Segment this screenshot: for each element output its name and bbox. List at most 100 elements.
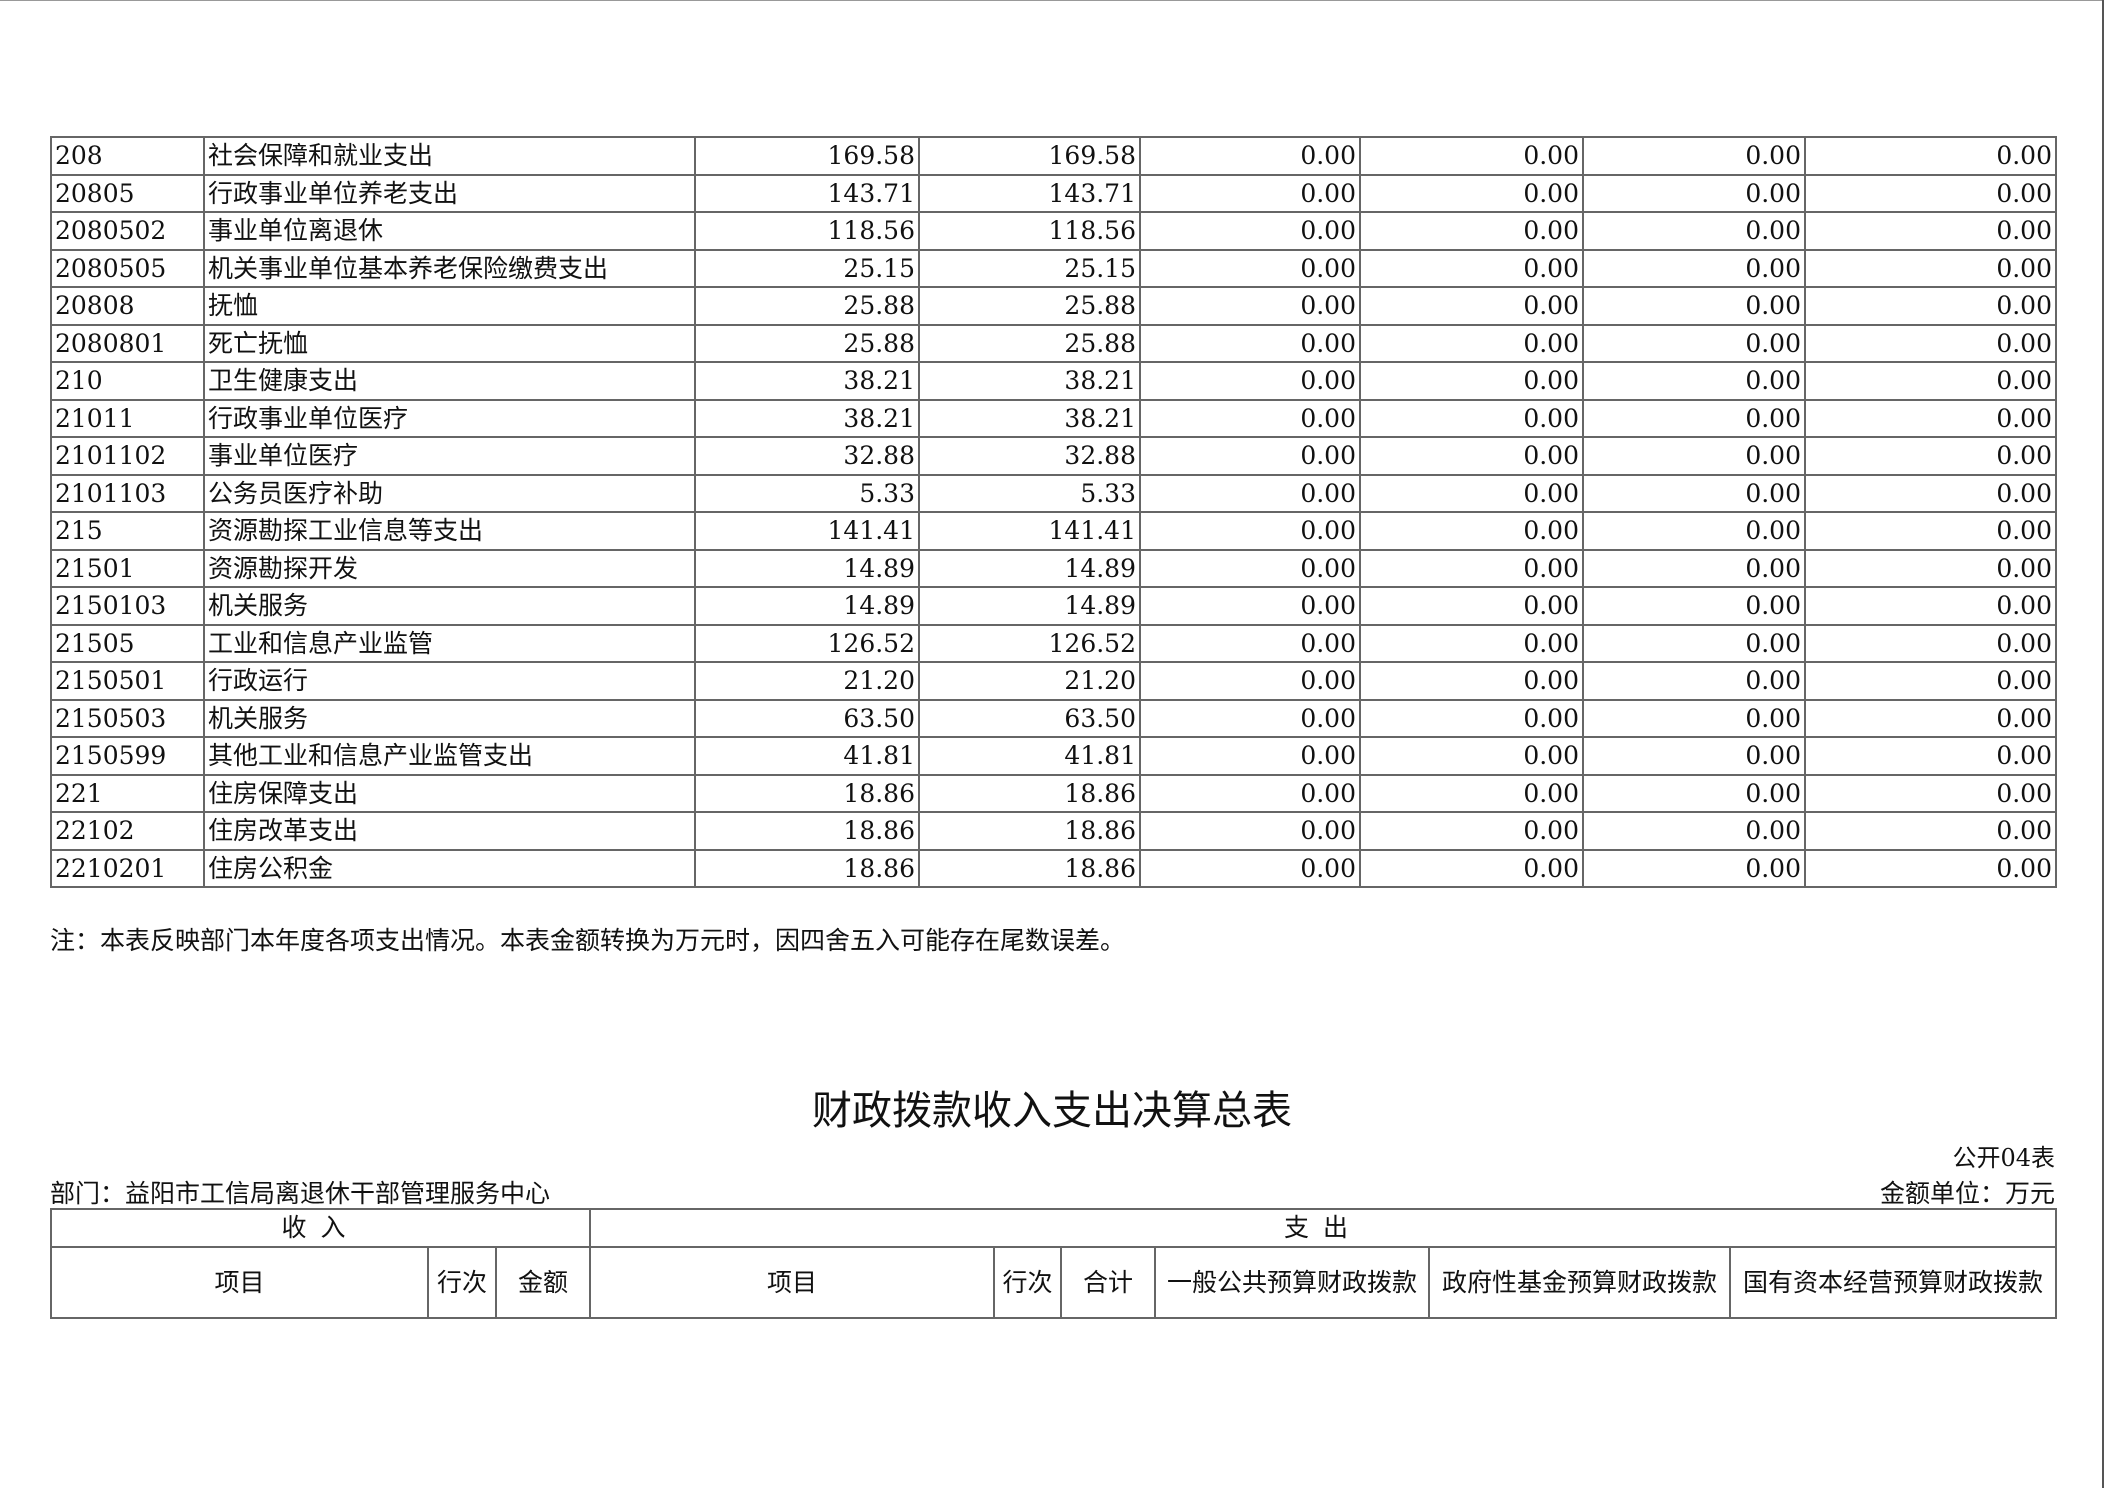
cell-total: 141.41 <box>694 511 920 551</box>
cell-transfer: 0.00 <box>1582 286 1806 326</box>
cell-project: 0.00 <box>1139 436 1361 476</box>
cell-transfer: 0.00 <box>1582 773 1806 813</box>
cell-item: 行政事业单位养老支出 <box>203 173 696 213</box>
table-row: 221 住房保障支出 18.86 18.86 0.00 0.00 0.00 0.00 <box>50 773 2057 813</box>
fiscal-summary-table: 收入 支出 项目 行次 金额 项目 行次 合计 一般公共预算财政拨款 政府性基金… <box>49 1208 2058 1319</box>
cell-basic: 14.89 <box>918 548 1141 588</box>
cell-item: 行政事业单位医疗 <box>203 398 696 438</box>
expenditure-detail-table: 208 社会保障和就业支出 169.58 169.58 0.00 0.00 0.00 0.00… <box>50 136 2057 888</box>
cell-code: 22102 <box>50 811 205 851</box>
amount-unit-label: 金额单位：万元 <box>1879 1179 2055 1208</box>
cell-other: 0.00 <box>1804 548 2057 588</box>
cell-basic: 143.71 <box>918 173 1141 213</box>
cell-transfer: 0.00 <box>1582 548 1806 588</box>
col-expense-line: 行次 <box>993 1246 1063 1319</box>
cell-project: 0.00 <box>1139 173 1361 213</box>
cell-other: 0.00 <box>1804 323 2057 363</box>
cell-project: 0.00 <box>1139 136 1361 176</box>
cell-basic: 25.88 <box>918 286 1141 326</box>
cell-transfer: 0.00 <box>1582 698 1806 738</box>
cell-transfer: 0.00 <box>1582 661 1806 701</box>
cell-other: 0.00 <box>1804 698 2057 738</box>
cell-transfer: 0.00 <box>1582 736 1806 776</box>
cell-other: 0.00 <box>1804 398 2057 438</box>
cell-other: 0.00 <box>1804 361 2057 401</box>
cell-transfer: 0.00 <box>1582 173 1806 213</box>
cell-transfer: 0.00 <box>1582 436 1806 476</box>
cell-other: 0.00 <box>1804 511 2057 551</box>
cell-other: 0.00 <box>1804 773 2057 813</box>
income-header: 收入 <box>49 1208 592 1248</box>
cell-project: 0.00 <box>1139 773 1361 813</box>
table-row: 2210201 住房公积金 18.86 18.86 0.00 0.00 0.00 0.00 <box>50 848 2057 888</box>
cell-project: 0.00 <box>1139 286 1361 326</box>
cell-public-business: 0.00 <box>1359 811 1584 851</box>
cell-transfer: 0.00 <box>1582 623 1806 663</box>
table-row: 21505 工业和信息产业监管 126.52 126.52 0.00 0.00 0.00 0.… <box>50 623 2057 663</box>
cell-item: 死亡抚恤 <box>203 323 696 363</box>
cell-code: 2150103 <box>50 586 205 626</box>
col-income-line: 行次 <box>427 1246 497 1319</box>
col-state-capital-budget: 国有资本经营预算财政拨款 <box>1729 1246 2058 1319</box>
cell-code: 21505 <box>50 623 205 663</box>
cell-public-business: 0.00 <box>1359 211 1584 251</box>
col-general-budget: 一般公共预算财政拨款 <box>1154 1246 1431 1319</box>
table-row: 2080801 死亡抚恤 25.88 25.88 0.00 0.00 0.00 0.00 <box>50 323 2057 363</box>
table-row: 21011 行政事业单位医疗 38.21 38.21 0.00 0.00 0.00 0.00 <box>50 398 2057 438</box>
cell-public-business: 0.00 <box>1359 286 1584 326</box>
cell-basic: 21.20 <box>918 661 1141 701</box>
table-code: 公开04表 <box>1952 1144 2055 1172</box>
cell-project: 0.00 <box>1139 698 1361 738</box>
cell-transfer: 0.00 <box>1582 136 1806 176</box>
cell-total: 126.52 <box>694 623 920 663</box>
cell-item: 资源勘探工业信息等支出 <box>203 511 696 551</box>
cell-total: 14.89 <box>694 586 920 626</box>
cell-project: 0.00 <box>1139 323 1361 363</box>
table-row: 208 社会保障和就业支出 169.58 169.58 0.00 0.00 0.00 0.00 <box>50 136 2057 176</box>
col-income-amount: 金额 <box>494 1246 592 1319</box>
cell-public-business: 0.00 <box>1359 623 1584 663</box>
cell-other: 0.00 <box>1804 473 2057 513</box>
page-top-border <box>0 0 2104 1</box>
cell-code: 2150501 <box>50 661 205 701</box>
cell-project: 0.00 <box>1139 211 1361 251</box>
cell-project: 0.00 <box>1139 548 1361 588</box>
cell-transfer: 0.00 <box>1582 586 1806 626</box>
cell-other: 0.00 <box>1804 173 2057 213</box>
cell-other: 0.00 <box>1804 286 2057 326</box>
cell-code: 215 <box>50 511 205 551</box>
cell-other: 0.00 <box>1804 211 2057 251</box>
table-row: 21501 资源勘探开发 14.89 14.89 0.00 0.00 0.00 0.00 <box>50 548 2057 588</box>
cell-project: 0.00 <box>1139 586 1361 626</box>
cell-item: 社会保障和就业支出 <box>203 136 696 176</box>
cell-item: 行政运行 <box>203 661 696 701</box>
cell-total: 41.81 <box>694 736 920 776</box>
cell-item: 机关服务 <box>203 698 696 738</box>
cell-total: 143.71 <box>694 173 920 213</box>
cell-code: 2101103 <box>50 473 205 513</box>
table-row: 215 资源勘探工业信息等支出 141.41 141.41 0.00 0.00 0.00 0.… <box>50 511 2057 551</box>
cell-project: 0.00 <box>1139 398 1361 438</box>
cell-item: 其他工业和信息产业监管支出 <box>203 736 696 776</box>
cell-project: 0.00 <box>1139 623 1361 663</box>
cell-total: 14.89 <box>694 548 920 588</box>
cell-code: 2080801 <box>50 323 205 363</box>
cell-transfer: 0.00 <box>1582 323 1806 363</box>
cell-basic: 41.81 <box>918 736 1141 776</box>
cell-other: 0.00 <box>1804 136 2057 176</box>
page-right-border <box>2102 0 2104 1488</box>
cell-other: 0.00 <box>1804 248 2057 288</box>
cell-public-business: 0.00 <box>1359 436 1584 476</box>
cell-transfer: 0.00 <box>1582 398 1806 438</box>
expense-header: 支出 <box>589 1208 2058 1248</box>
table-row: 210 卫生健康支出 38.21 38.21 0.00 0.00 0.00 0.00 <box>50 361 2057 401</box>
cell-item: 事业单位离退休 <box>203 211 696 251</box>
cell-project: 0.00 <box>1139 473 1361 513</box>
cell-item: 卫生健康支出 <box>203 361 696 401</box>
cell-total: 18.86 <box>694 811 920 851</box>
cell-other: 0.00 <box>1804 848 2057 888</box>
cell-code: 221 <box>50 773 205 813</box>
cell-public-business: 0.00 <box>1359 136 1584 176</box>
cell-project: 0.00 <box>1139 736 1361 776</box>
cell-transfer: 0.00 <box>1582 248 1806 288</box>
